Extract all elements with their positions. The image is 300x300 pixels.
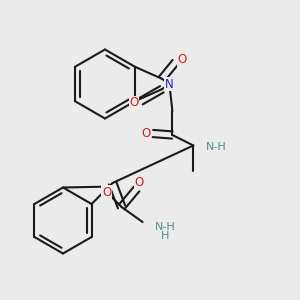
Text: N-H: N-H <box>206 142 226 152</box>
Text: O: O <box>102 186 111 199</box>
Text: N-H: N-H <box>154 222 175 233</box>
Text: O: O <box>177 53 187 66</box>
Text: O: O <box>142 127 151 140</box>
Text: N: N <box>165 77 174 91</box>
Text: H: H <box>160 231 169 242</box>
Text: O: O <box>134 176 144 189</box>
Text: O: O <box>130 96 139 109</box>
